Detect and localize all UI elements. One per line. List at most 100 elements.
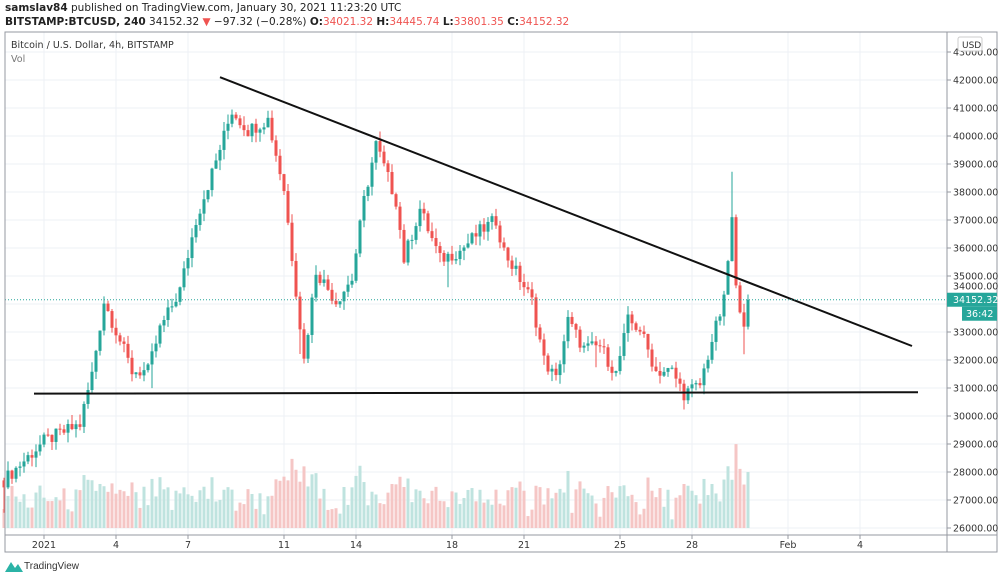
time-tick-label: 25 bbox=[614, 540, 626, 551]
candle-down bbox=[630, 314, 634, 324]
chart-legend: Bitcoin / U.S. Dollar, 4h, BITSTAMP Vol bbox=[11, 40, 174, 65]
candle-down bbox=[494, 216, 498, 226]
volume-bar bbox=[522, 490, 526, 528]
candle-up bbox=[366, 186, 370, 196]
candle-up bbox=[250, 123, 254, 137]
candle-up bbox=[410, 239, 414, 241]
price-tick-label: 27000.00 bbox=[953, 496, 998, 507]
volume-bar bbox=[550, 498, 554, 528]
volume-bar bbox=[674, 497, 678, 528]
volume-bar bbox=[338, 513, 342, 528]
time-tick-label: 7 bbox=[185, 540, 191, 551]
candle-up bbox=[458, 250, 462, 260]
candle-down bbox=[334, 300, 338, 305]
candle-up bbox=[730, 217, 734, 262]
volume-bar bbox=[114, 493, 118, 528]
candle-up bbox=[38, 444, 42, 452]
candle-down bbox=[518, 265, 522, 283]
volume-bar bbox=[498, 503, 502, 528]
candle-down bbox=[286, 191, 290, 223]
candle-up bbox=[666, 368, 670, 372]
candle-up bbox=[230, 114, 234, 124]
candle-down bbox=[570, 316, 574, 325]
candle-up bbox=[454, 259, 458, 261]
volume-bar bbox=[438, 500, 442, 528]
volume-bar bbox=[494, 489, 498, 528]
volume-bar bbox=[322, 488, 326, 528]
candle-up bbox=[26, 455, 30, 462]
price-tick-label: 38000.00 bbox=[953, 188, 998, 199]
candle-up bbox=[406, 240, 410, 263]
volume-bar bbox=[30, 507, 34, 528]
volume-bar bbox=[82, 475, 86, 528]
candle-up bbox=[702, 368, 706, 386]
countdown-label: 36:42 bbox=[966, 309, 993, 320]
candle-down bbox=[398, 206, 402, 230]
candle-up bbox=[354, 253, 358, 281]
candle-up bbox=[370, 162, 374, 187]
candle-down bbox=[242, 125, 246, 131]
volume-bar bbox=[662, 506, 666, 528]
candle-up bbox=[82, 403, 86, 427]
candle-down bbox=[482, 224, 486, 232]
volume-bar bbox=[126, 495, 130, 528]
volume-bar bbox=[618, 486, 622, 528]
volume-bar bbox=[118, 489, 122, 528]
candle-up bbox=[350, 280, 354, 285]
candle-up bbox=[134, 372, 138, 375]
volume-bar bbox=[154, 496, 158, 528]
close-label: C: bbox=[507, 16, 520, 28]
candle-up bbox=[306, 334, 310, 359]
volume-bar bbox=[206, 498, 210, 528]
publish-date: published on TradingView.com, January 30… bbox=[71, 2, 402, 14]
chart-frame bbox=[4, 31, 998, 553]
volume-bar bbox=[310, 474, 314, 528]
volume-bar bbox=[434, 486, 438, 528]
volume-bar bbox=[462, 497, 466, 528]
volume-bar bbox=[214, 501, 218, 528]
price-tick-label: 42000.00 bbox=[953, 76, 998, 87]
candle-down bbox=[538, 327, 542, 340]
candle-up bbox=[198, 213, 202, 226]
volume-bar bbox=[706, 495, 710, 528]
volume-bar bbox=[330, 509, 334, 528]
volume-bar bbox=[294, 469, 298, 528]
candle-down bbox=[122, 341, 126, 344]
symbol: BITSTAMP:BTCUSD, 240 bbox=[5, 16, 146, 28]
volume-bar bbox=[262, 514, 266, 528]
volume-bar bbox=[746, 472, 750, 528]
volume-bar bbox=[194, 501, 198, 528]
time-tick-label: Feb bbox=[780, 540, 797, 551]
candle-up bbox=[210, 168, 214, 191]
volume-bar bbox=[470, 488, 474, 528]
price-tick-label: 32000.00 bbox=[953, 356, 998, 367]
author-link[interactable]: samslav84 bbox=[5, 2, 68, 14]
volume-bar bbox=[690, 490, 694, 528]
last-price: 34152.32 bbox=[149, 16, 200, 28]
candle-down bbox=[598, 345, 602, 347]
open-value: 34021.32 bbox=[322, 16, 374, 28]
candle-down bbox=[114, 327, 118, 336]
candle-down bbox=[278, 155, 282, 175]
volume-bar bbox=[414, 489, 418, 528]
volume-bar bbox=[646, 477, 650, 528]
candle-down bbox=[434, 238, 438, 247]
volume-bar bbox=[454, 492, 458, 528]
volume-bar bbox=[482, 502, 486, 528]
volume-bar bbox=[122, 491, 126, 528]
candle-up bbox=[54, 428, 58, 442]
volume-bar bbox=[266, 496, 270, 528]
candle-down bbox=[318, 274, 322, 283]
candle-up bbox=[614, 371, 618, 373]
volume-bar bbox=[286, 480, 290, 528]
volume-bar bbox=[130, 482, 134, 528]
volume-bar bbox=[402, 487, 406, 528]
volume-bar bbox=[538, 487, 542, 528]
candle-up bbox=[258, 129, 262, 133]
volume-bar bbox=[534, 485, 538, 528]
candle-down bbox=[642, 331, 646, 334]
volume-bar bbox=[566, 470, 570, 528]
tradingview-logo[interactable]: TradingView bbox=[4, 559, 79, 573]
volume-bar bbox=[622, 485, 626, 528]
